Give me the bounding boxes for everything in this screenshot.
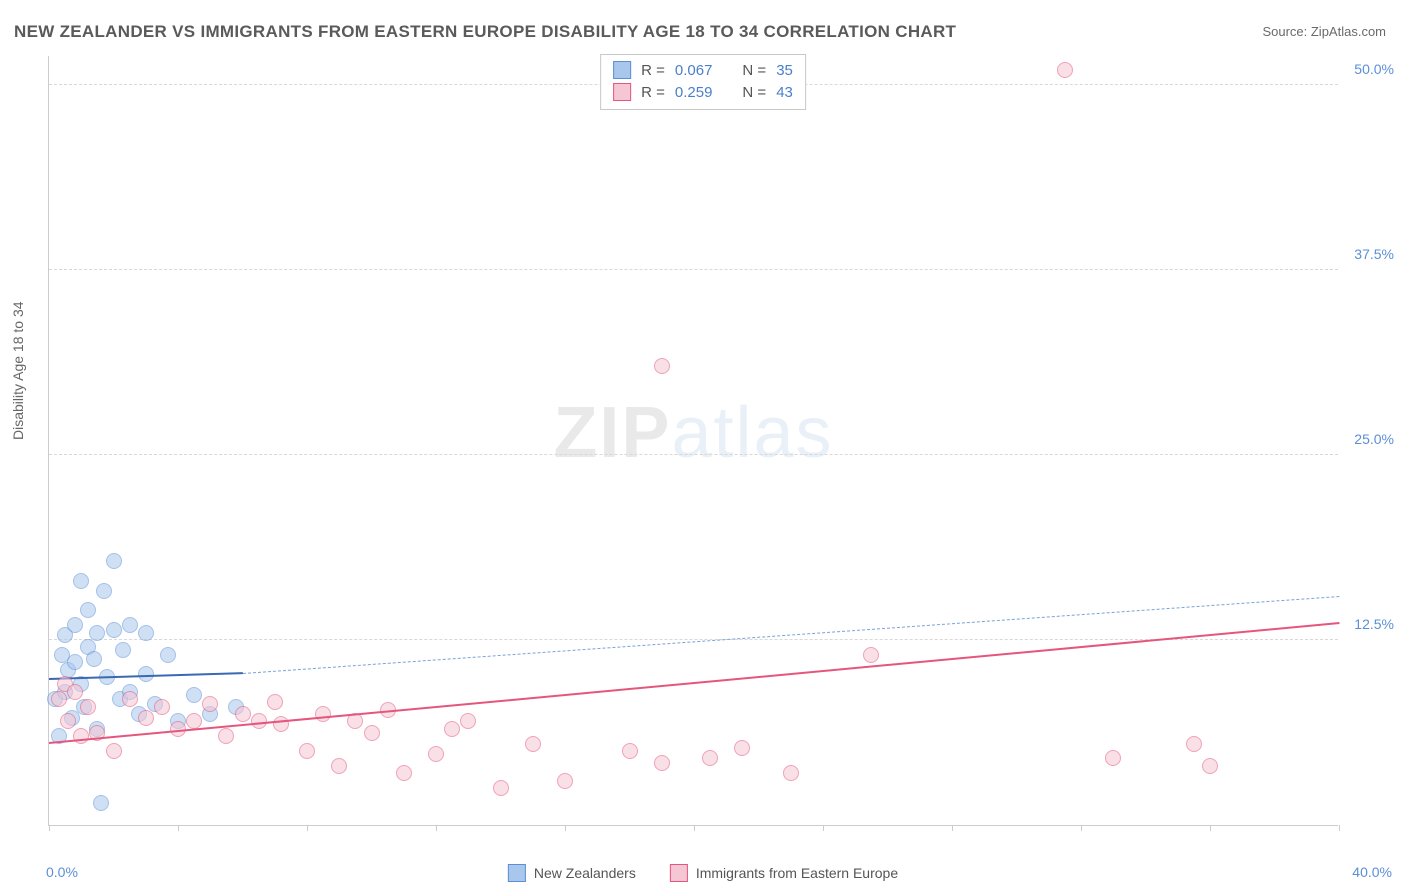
legend-label: New Zealanders	[534, 865, 636, 881]
stats-n-value: 35	[776, 62, 793, 79]
data-point-ee	[218, 728, 234, 744]
data-point-ee	[154, 699, 170, 715]
data-point-ee	[122, 691, 138, 707]
x-tick	[1081, 825, 1082, 831]
data-point-ee	[493, 780, 509, 796]
stats-n-value: 43	[776, 84, 793, 101]
data-point-nz	[115, 642, 131, 658]
stats-r-label: R =	[641, 62, 665, 79]
data-point-ee	[138, 710, 154, 726]
data-point-ee	[202, 696, 218, 712]
x-tick	[694, 825, 695, 831]
x-axis-min-label: 0.0%	[46, 864, 78, 880]
stats-swatch	[613, 83, 631, 101]
x-tick	[565, 825, 566, 831]
y-tick-label: 50.0%	[1354, 61, 1394, 77]
series-legend: New Zealanders Immigrants from Eastern Eu…	[508, 864, 898, 882]
data-point-ee	[654, 755, 670, 771]
data-point-ee	[1057, 62, 1073, 78]
data-point-ee	[67, 684, 83, 700]
data-point-ee	[783, 765, 799, 781]
stats-n-label: N =	[742, 84, 766, 101]
y-tick-label: 12.5%	[1354, 616, 1394, 632]
data-point-ee	[702, 750, 718, 766]
data-point-nz	[89, 625, 105, 641]
x-tick	[823, 825, 824, 831]
data-point-nz	[96, 583, 112, 599]
data-point-nz	[160, 647, 176, 663]
data-point-ee	[273, 716, 289, 732]
stats-r-value: 0.259	[675, 84, 713, 101]
data-point-ee	[80, 699, 96, 715]
data-point-nz	[93, 795, 109, 811]
gridline	[49, 269, 1338, 270]
data-point-ee	[267, 694, 283, 710]
data-point-ee	[396, 765, 412, 781]
data-point-ee	[460, 713, 476, 729]
data-point-nz	[80, 602, 96, 618]
data-point-nz	[186, 687, 202, 703]
data-point-nz	[86, 651, 102, 667]
data-point-ee	[734, 740, 750, 756]
watermark-zip: ZIP	[553, 392, 671, 472]
data-point-ee	[1105, 750, 1121, 766]
chart-title: NEW ZEALANDER VS IMMIGRANTS FROM EASTERN…	[14, 22, 956, 42]
trend-line	[242, 596, 1339, 674]
data-point-nz	[106, 622, 122, 638]
legend-swatch	[670, 864, 688, 882]
stats-legend-box: R = 0.067 N = 35 R = 0.259 N = 43	[600, 54, 806, 110]
source-attribution: Source: ZipAtlas.com	[1262, 24, 1386, 39]
trend-line	[49, 622, 1339, 744]
data-point-ee	[315, 706, 331, 722]
data-point-ee	[525, 736, 541, 752]
x-tick	[178, 825, 179, 831]
x-tick	[952, 825, 953, 831]
data-point-nz	[138, 625, 154, 641]
data-point-ee	[73, 728, 89, 744]
legend-swatch	[508, 864, 526, 882]
data-point-nz	[67, 654, 83, 670]
data-point-ee	[654, 358, 670, 374]
gridline	[49, 454, 1338, 455]
stats-r-value: 0.067	[675, 62, 713, 79]
data-point-ee	[1186, 736, 1202, 752]
data-point-ee	[60, 713, 76, 729]
data-point-ee	[106, 743, 122, 759]
data-point-ee	[331, 758, 347, 774]
data-point-nz	[106, 553, 122, 569]
y-axis-label: Disability Age 18 to 34	[10, 301, 26, 440]
x-tick	[436, 825, 437, 831]
data-point-ee	[235, 706, 251, 722]
data-point-ee	[444, 721, 460, 737]
watermark: ZIPatlas	[553, 391, 833, 473]
data-point-ee	[51, 691, 67, 707]
stats-swatch	[613, 61, 631, 79]
data-point-ee	[299, 743, 315, 759]
data-point-ee	[622, 743, 638, 759]
y-tick-label: 37.5%	[1354, 246, 1394, 262]
data-point-ee	[364, 725, 380, 741]
stats-r-label: R =	[641, 84, 665, 101]
stats-row-nz: R = 0.067 N = 35	[613, 59, 793, 81]
x-tick	[307, 825, 308, 831]
data-point-ee	[1202, 758, 1218, 774]
y-tick-label: 25.0%	[1354, 431, 1394, 447]
data-point-nz	[122, 617, 138, 633]
data-point-ee	[557, 773, 573, 789]
stats-row-ee: R = 0.259 N = 43	[613, 81, 793, 103]
legend-item-ee: Immigrants from Eastern Europe	[670, 864, 898, 882]
x-tick	[1210, 825, 1211, 831]
stats-n-label: N =	[742, 62, 766, 79]
data-point-nz	[73, 573, 89, 589]
x-axis-max-label: 40.0%	[1352, 864, 1392, 880]
x-tick	[1339, 825, 1340, 831]
data-point-nz	[67, 617, 83, 633]
data-point-ee	[863, 647, 879, 663]
plot-area: ZIPatlas 12.5%25.0%37.5%50.0%	[48, 56, 1338, 826]
data-point-ee	[428, 746, 444, 762]
x-tick	[49, 825, 50, 831]
watermark-atlas: atlas	[671, 392, 833, 472]
legend-item-nz: New Zealanders	[508, 864, 636, 882]
legend-label: Immigrants from Eastern Europe	[696, 865, 898, 881]
